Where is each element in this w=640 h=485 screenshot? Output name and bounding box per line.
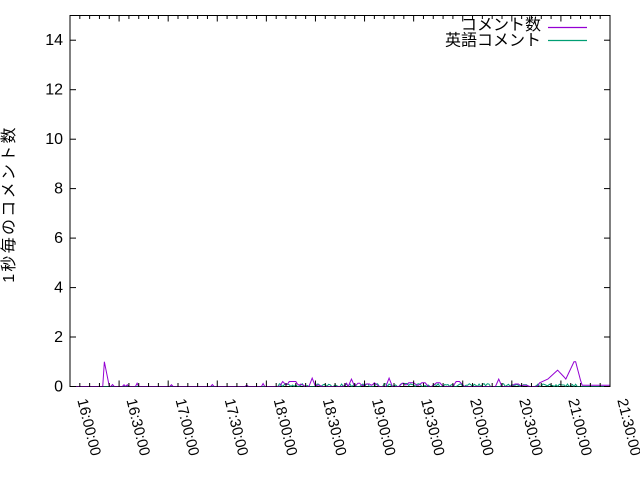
svg-text:12: 12 [45, 82, 63, 99]
svg-text:10: 10 [45, 131, 63, 148]
svg-text:8: 8 [54, 181, 63, 198]
svg-text:コメント数: コメント数 [461, 16, 541, 34]
svg-text:14: 14 [45, 32, 63, 49]
svg-text:0: 0 [54, 379, 63, 396]
svg-text:1秒毎のコメント数: 1秒毎のコメント数 [0, 125, 18, 283]
svg-text:4: 4 [54, 280, 63, 297]
svg-text:英語コメント: 英語コメント [445, 32, 541, 50]
svg-text:2: 2 [54, 329, 63, 346]
svg-text:6: 6 [54, 230, 63, 247]
